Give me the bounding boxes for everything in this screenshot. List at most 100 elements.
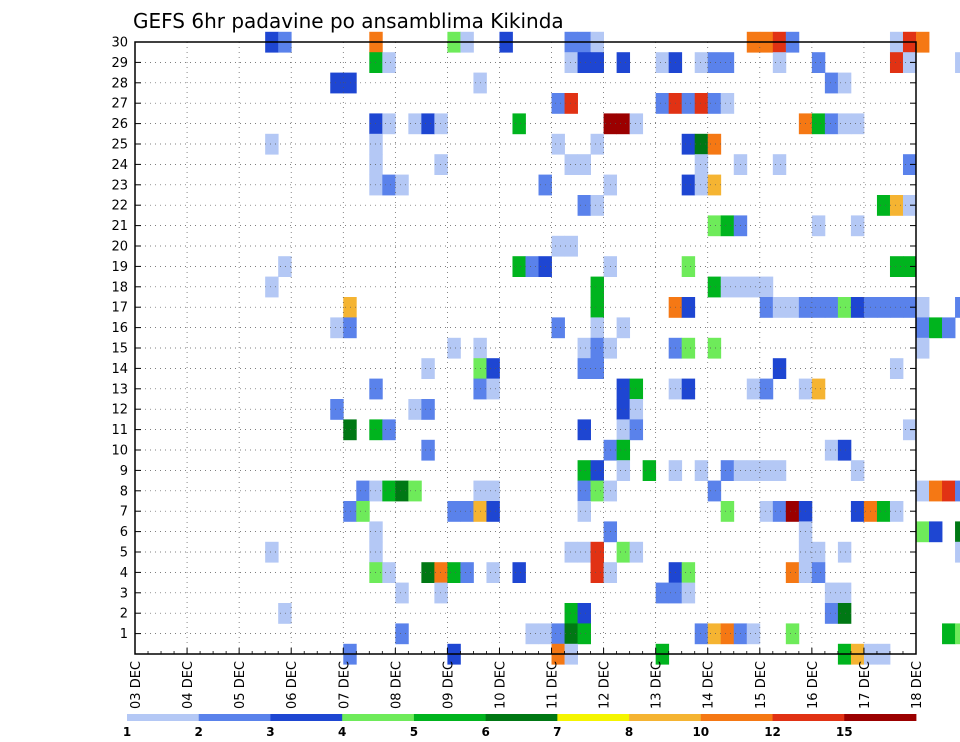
heatmap-cell: [343, 501, 357, 522]
heatmap-cell: [707, 133, 722, 155]
heatmap-cell: [720, 93, 735, 114]
heatmap-cell: [916, 521, 930, 543]
heatmap-cell: [369, 562, 383, 583]
heatmap-cell: [902, 297, 917, 318]
heatmap-cell: [343, 297, 357, 318]
heatmap-cell: [759, 297, 774, 318]
colorbar-swatch: [198, 714, 271, 721]
heatmap-cell: [577, 419, 591, 441]
heatmap-cell: [369, 419, 383, 441]
heatmap-cell: [577, 541, 591, 563]
heatmap-cell: [278, 256, 292, 277]
heatmap-cell: [824, 603, 839, 624]
heatmap-cell: [447, 501, 461, 522]
heatmap-cell: [434, 562, 448, 583]
y-tick-label: 9: [120, 464, 128, 479]
y-tick-label: 3: [120, 586, 128, 601]
heatmap-cell: [694, 174, 709, 196]
heatmap-cell: [720, 460, 735, 481]
heatmap-cell: [265, 133, 279, 155]
heatmap-cell: [642, 460, 657, 481]
heatmap-cell: [616, 399, 631, 420]
heatmap-cell: [525, 256, 539, 277]
y-tick-label: 22: [111, 199, 128, 214]
heatmap-cell: [655, 93, 670, 114]
heatmap-cell: [850, 113, 865, 135]
y-tick-label: 30: [111, 36, 128, 51]
heatmap-cell: [616, 439, 631, 461]
heatmap-cell: [330, 72, 344, 94]
heatmap-cell: [616, 52, 631, 73]
heatmap-cell: [772, 501, 787, 522]
heatmap-cell: [942, 480, 956, 502]
y-tick-label: 25: [111, 138, 128, 153]
heatmap-cell: [278, 603, 292, 624]
y-tick-label: 6: [120, 525, 128, 540]
heatmap-cell: [564, 603, 578, 624]
heatmap-cell: [772, 358, 787, 379]
heatmap-cell: [512, 113, 526, 135]
heatmap-cell: [564, 93, 578, 114]
heatmap-cell: [837, 603, 852, 624]
heatmap-cell: [694, 133, 709, 155]
heatmap-cell: [707, 52, 722, 73]
heatmap-cell: [629, 399, 644, 420]
heatmap-cell: [551, 623, 565, 645]
heatmap-cell: [395, 623, 409, 645]
heatmap-cell: [421, 562, 435, 583]
colorbar-label: 2: [195, 725, 203, 739]
x-tick-label: 12 DEC: [598, 661, 613, 709]
heatmap-cell: [759, 378, 774, 400]
heatmap-cell: [707, 623, 722, 645]
heatmap-cell: [616, 317, 631, 339]
heatmap-cell: [811, 52, 826, 73]
heatmap-cell: [681, 337, 696, 359]
heatmap-cell: [590, 562, 604, 583]
heatmap-cell: [681, 562, 696, 583]
y-tick-label: 19: [111, 260, 128, 275]
heatmap-cell: [395, 582, 409, 604]
heatmap-cell: [421, 113, 435, 135]
heatmap-cell: [811, 297, 826, 318]
y-tick-label: 15: [111, 342, 128, 357]
heatmap-cell: [785, 562, 800, 583]
heatmap-cell: [434, 113, 448, 135]
heatmap-cell: [616, 460, 631, 481]
heatmap-cell: [564, 235, 578, 257]
heatmap-cell: [916, 31, 930, 53]
heatmap-cell: [629, 541, 644, 563]
heatmap-cell: [551, 93, 565, 114]
heatmap-cell: [759, 460, 774, 481]
heatmap-cell: [955, 541, 960, 563]
grid-lines: [135, 42, 916, 654]
heatmap-cell: [707, 480, 722, 502]
y-tick-label: 23: [111, 178, 128, 193]
heatmap-cell: [369, 541, 383, 563]
heatmap-cell: [916, 337, 930, 359]
heatmap-cell: [486, 501, 500, 522]
heatmap-cell: [681, 378, 696, 400]
x-tick-label: 11 DEC: [546, 661, 561, 709]
heatmap-cell: [707, 215, 722, 237]
heatmap-cell: [369, 174, 383, 196]
heatmap-cell: [382, 480, 396, 502]
y-tick-label: 11: [111, 423, 128, 438]
heatmap-cell: [421, 399, 435, 420]
y-tick-label: 28: [111, 76, 128, 91]
heatmap-cell: [512, 562, 526, 583]
heatmap-cell: [577, 358, 591, 379]
heatmap-cell: [889, 358, 904, 379]
y-tick-label: 20: [111, 240, 128, 255]
heatmap-cell: [942, 317, 956, 339]
heatmap-cell: [707, 174, 722, 196]
heatmap-cell: [343, 419, 357, 441]
heatmap-cell: [694, 52, 709, 73]
heatmap-cell: [369, 52, 383, 73]
heatmap-cell: [707, 276, 722, 298]
heatmap-cell: [837, 582, 852, 604]
x-tick-label: 13 DEC: [650, 661, 665, 709]
heatmap-cell: [395, 480, 409, 502]
heatmap-cell: [382, 52, 396, 73]
heatmap-cell: [369, 480, 383, 502]
